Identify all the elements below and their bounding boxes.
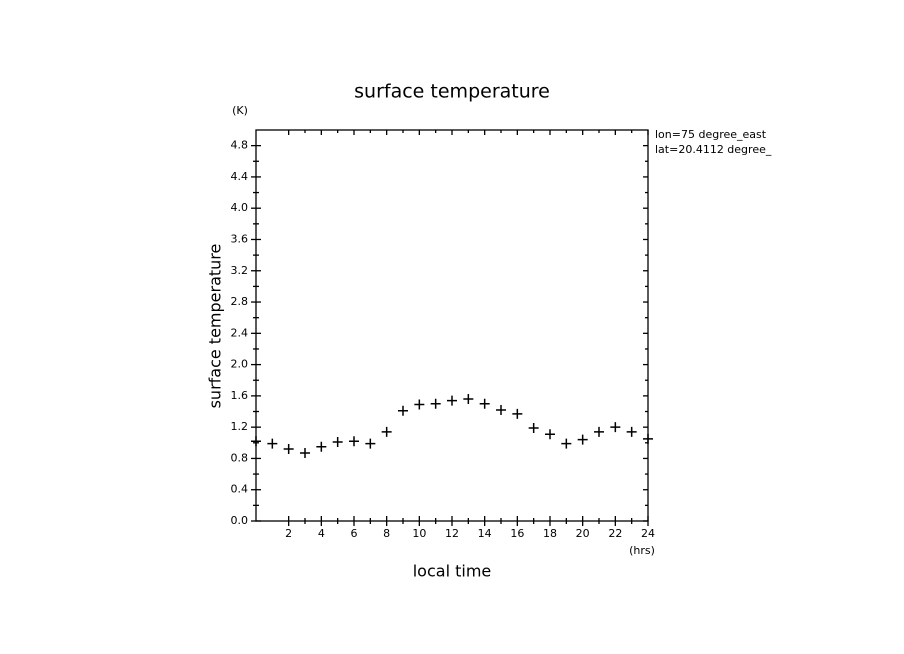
x-tick-label: 18 [543, 527, 557, 540]
data-point [610, 422, 621, 433]
x-tick-label: 10 [412, 527, 426, 540]
x-tick-label: 6 [351, 527, 358, 540]
data-point [626, 426, 637, 437]
x-tick-label: 16 [510, 527, 524, 540]
data-point [267, 438, 278, 449]
data-point [643, 433, 653, 444]
data-point [463, 394, 474, 405]
y-tick-label: 4.0 [231, 201, 249, 214]
data-point [447, 395, 457, 406]
annotation: lat=20.4112 degree_ [655, 143, 772, 156]
x-tick-label: 2 [285, 527, 292, 540]
y-tick-label: 1.6 [231, 389, 249, 402]
y-tick-label: 0.0 [231, 514, 249, 527]
x-tick-label: 4 [318, 527, 325, 540]
annotation: lon=75 degree_east [655, 128, 767, 141]
data-point [430, 398, 441, 409]
data-point [283, 444, 294, 455]
data-point [398, 405, 408, 416]
x-tick-label: 8 [383, 527, 390, 540]
data-point [251, 436, 261, 447]
x-unit: (hrs) [629, 544, 655, 557]
y-tick-label: 0.8 [231, 451, 249, 464]
data-point [545, 429, 555, 440]
data-point [349, 436, 359, 447]
y-tick-label: 4.8 [231, 139, 249, 152]
chart-title: surface temperature [354, 81, 550, 103]
data-point [381, 426, 392, 437]
y-axis-label: surface temperature [206, 244, 225, 409]
data-point [528, 422, 539, 433]
y-tick-label: 2.8 [231, 295, 249, 308]
y-tick-label: 2.0 [231, 358, 249, 371]
x-tick-label: 12 [445, 527, 459, 540]
data-point [512, 408, 523, 419]
data-point [300, 447, 310, 458]
y-tick-label: 1.2 [231, 420, 249, 433]
y-tick-label: 0.4 [231, 483, 249, 496]
data-point [577, 434, 588, 445]
data-point [594, 426, 604, 437]
data-point [316, 441, 327, 452]
y-tick-label: 3.6 [231, 232, 249, 245]
y-tick-label: 4.4 [231, 170, 249, 183]
x-tick-label: 14 [478, 527, 492, 540]
x-tick-label: 22 [608, 527, 622, 540]
data-point [332, 437, 343, 448]
y-tick-label: 2.4 [231, 326, 249, 339]
data-point [496, 404, 506, 415]
data-point [365, 438, 376, 449]
x-axis-label: local time [413, 562, 492, 581]
y-tick-label: 3.2 [231, 264, 249, 277]
data-point [561, 438, 572, 449]
data-point [479, 398, 490, 409]
data-point [414, 399, 425, 410]
y-unit: (K) [232, 104, 248, 117]
x-tick-label: 24 [641, 527, 655, 540]
x-tick-label: 20 [576, 527, 590, 540]
